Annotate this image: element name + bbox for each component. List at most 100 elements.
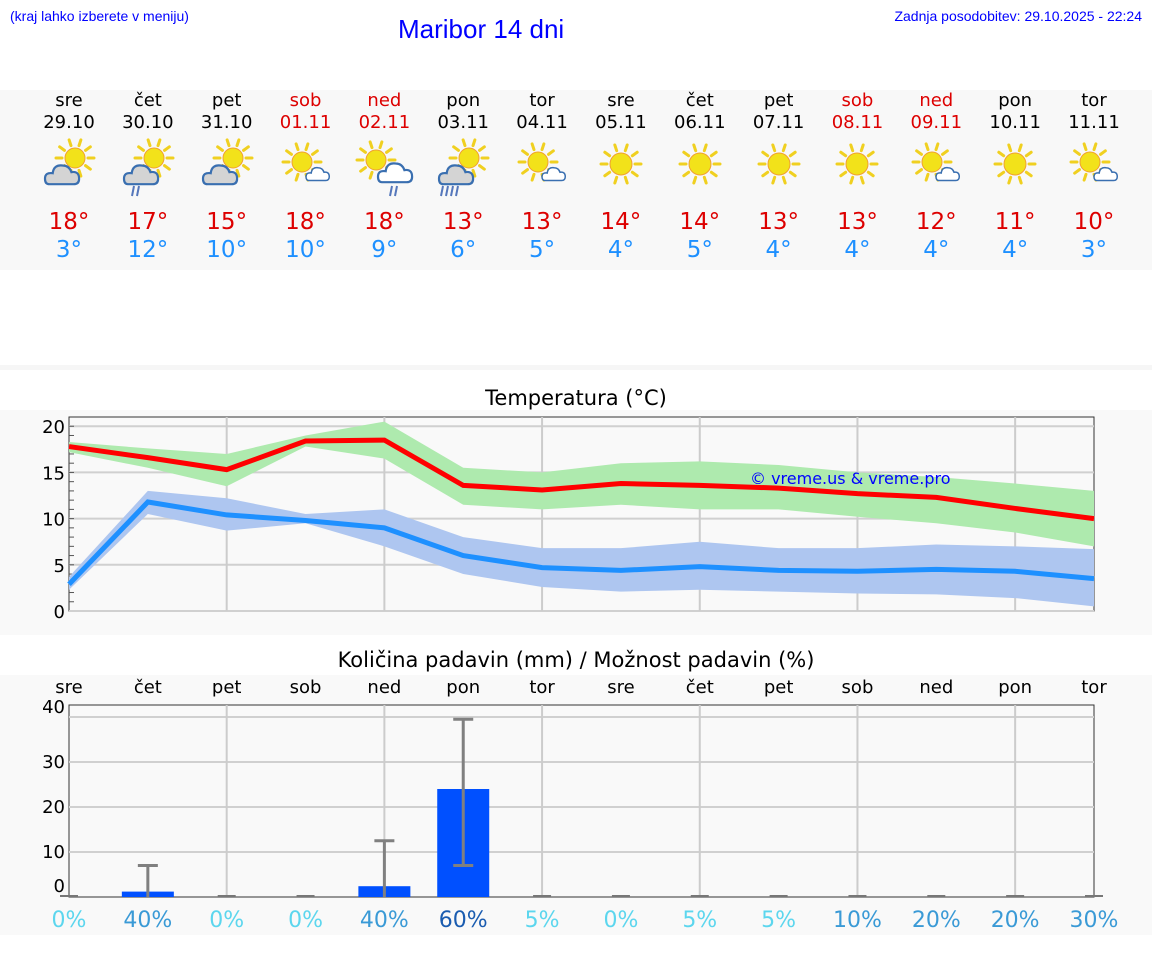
day-label: sob xyxy=(842,677,874,698)
precipitation-probability: 0% xyxy=(52,908,87,933)
max-temp: 15° xyxy=(206,209,248,235)
max-temp: 11° xyxy=(994,209,1036,235)
day-name: ned xyxy=(919,90,954,111)
max-temp: 13° xyxy=(521,209,563,235)
day-forecast: čet 30.10 17° 12° xyxy=(108,90,188,264)
day-date: 01.11 xyxy=(279,112,332,133)
min-temp: 4° xyxy=(1002,237,1029,263)
min-temp: 3° xyxy=(1080,237,1108,263)
max-range-band xyxy=(69,421,1094,547)
day-label: čet xyxy=(134,677,162,698)
min-temp: 4° xyxy=(765,237,792,263)
daily-forecast-strip: sre 29.10 18° 3° čet 30.10 17° 12° pet 31.… xyxy=(0,90,1152,270)
day-name: pet xyxy=(211,90,242,111)
precipitation-chart-title: Količina padavin (mm) / Možnost padavin … xyxy=(337,648,815,672)
day-date: 31.10 xyxy=(200,112,253,133)
day-forecast: pet 31.10 15° 10° xyxy=(187,90,267,264)
page-title: Maribor 14 dni xyxy=(398,14,565,44)
day-forecast: sre 29.10 18° 3° xyxy=(29,90,109,264)
max-temp: 18° xyxy=(363,209,405,235)
y-tick-label: 10 xyxy=(42,842,65,863)
sun-white-cloud-rain-icon xyxy=(344,136,424,208)
sun-icon xyxy=(975,136,1055,208)
min-temp: 4° xyxy=(607,237,634,263)
day-label: pet xyxy=(212,677,242,698)
day-date: 06.11 xyxy=(674,112,726,133)
plot-area xyxy=(68,704,1095,898)
max-temp: 13° xyxy=(442,209,484,235)
sun-icon xyxy=(660,136,740,208)
sun-small-cloud-icon xyxy=(896,136,976,208)
temperature-chart-title: Temperatura (°C) xyxy=(485,386,667,410)
max-temp: 14° xyxy=(600,209,642,235)
day-date: 02.11 xyxy=(358,112,411,133)
sun-cloud-icon xyxy=(187,136,267,208)
precipitation-probability: 60% xyxy=(439,908,488,933)
precipitation-probability: 0% xyxy=(288,908,323,933)
max-temp: 10° xyxy=(1073,209,1115,235)
y-tick-label: 30 xyxy=(42,752,65,773)
temperature-chart-section: 0 5 10 15 20 © vreme.us & vreme.pro xyxy=(0,410,1152,635)
precipitation-probability: 40% xyxy=(123,908,172,933)
day-label: pet xyxy=(764,677,794,698)
day-forecast: pon 10.11 11° 4° xyxy=(975,90,1055,264)
day-date: 05.11 xyxy=(595,112,647,133)
y-tick-label: 20 xyxy=(42,797,65,818)
day-date: 07.11 xyxy=(752,112,805,133)
day-name: sob xyxy=(841,90,874,111)
precipitation-probability: 5% xyxy=(525,908,560,933)
day-label: sob xyxy=(290,677,322,698)
day-name: ned xyxy=(367,90,402,111)
location-hint[interactable]: (kraj lahko izberete v meniju) xyxy=(10,8,189,24)
y-tick-label: 20 xyxy=(42,417,65,438)
day-date: 29.10 xyxy=(43,112,95,133)
max-temp: 17° xyxy=(127,209,169,235)
y-tick-label: 5 xyxy=(54,556,65,577)
sun-icon xyxy=(581,136,661,208)
day-label: sre xyxy=(55,677,82,698)
sun-icon xyxy=(817,136,897,208)
day-forecast: ned 02.11 18° 9° xyxy=(344,90,424,264)
min-temp: 9° xyxy=(371,237,398,263)
sun-small-cloud-icon xyxy=(266,136,346,208)
day-date: 30.10 xyxy=(122,112,174,133)
max-temperature-line xyxy=(68,437,1095,522)
day-name: sre xyxy=(55,90,83,111)
y-tick-label: 40 xyxy=(42,697,65,718)
y-tick-label: 0 xyxy=(54,876,65,897)
day-label: ned xyxy=(367,677,401,698)
max-temp: 18° xyxy=(285,209,326,235)
day-date: 04.11 xyxy=(516,112,568,133)
day-label: pon xyxy=(446,677,480,698)
day-date: 11.11 xyxy=(1068,112,1120,133)
sun-cloud-icon xyxy=(29,136,109,208)
sun-icon xyxy=(739,136,819,208)
day-name: pet xyxy=(763,90,794,111)
min-temperature-line xyxy=(67,499,1095,586)
sun-small-cloud-icon xyxy=(502,136,582,208)
divider xyxy=(0,365,1152,370)
max-temp: 18° xyxy=(48,209,90,235)
day-date: 03.11 xyxy=(437,112,489,133)
day-date: 10.11 xyxy=(989,112,1041,133)
precipitation-probability: 0% xyxy=(603,908,638,933)
watermark: © vreme.us & vreme.pro xyxy=(750,469,951,488)
min-temp: 5° xyxy=(528,237,556,263)
day-forecast: pon 03.11 13° 6° xyxy=(423,90,503,264)
precipitation-probability: 30% xyxy=(1070,908,1119,933)
temperature-chart: 0 5 10 15 20 © vreme.us & vreme.pro xyxy=(42,416,1095,623)
day-forecast: sre 05.11 14° 4° xyxy=(581,90,661,264)
min-temp: 4° xyxy=(923,237,950,263)
day-label: čet xyxy=(686,677,714,698)
precipitation-probability: 10% xyxy=(833,908,882,933)
day-name: tor xyxy=(1081,90,1107,111)
precipitation-chart: sre čet pet sob ned pon tor sre čet pet sob ned pon t… xyxy=(42,677,1119,933)
sun-cloud-light-rain-icon xyxy=(108,136,188,208)
day-label: tor xyxy=(529,677,555,698)
max-temp: 14° xyxy=(679,209,721,235)
precipitation-probability: 40% xyxy=(360,908,409,933)
day-forecast: tor 04.11 13° 5° xyxy=(502,90,582,264)
precipitation-probability: 0% xyxy=(209,908,244,933)
day-name: čet xyxy=(133,90,162,111)
day-forecast: sob 01.11 18° 10° xyxy=(266,90,346,264)
